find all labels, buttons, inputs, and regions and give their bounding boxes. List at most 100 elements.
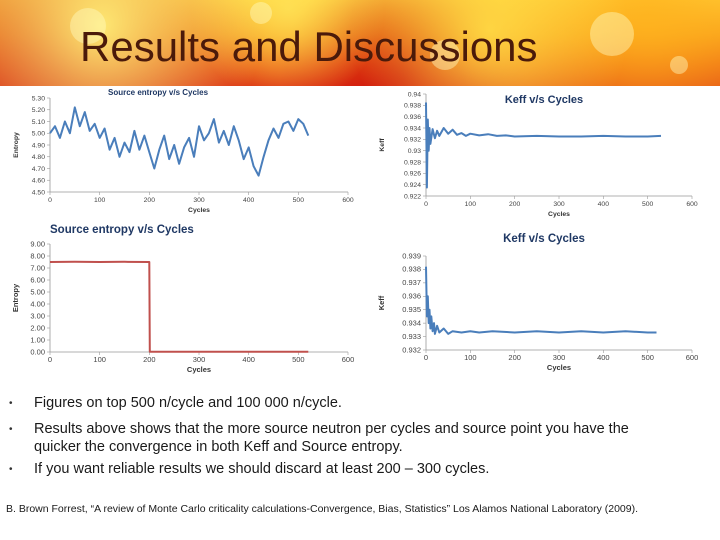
series-line (49, 260, 309, 353)
chart-title: Source entropy v/s Cycles (108, 88, 209, 97)
x-tick-label: 500 (642, 201, 654, 208)
x-tick-label: 600 (342, 355, 355, 364)
y-tick-label: 2.00 (30, 323, 45, 332)
y-tick-label: 5.10 (32, 119, 45, 126)
x-axis-label: Cycles (548, 211, 570, 218)
chart-title: Keff v/s Cycles (505, 94, 583, 106)
y-tick-label: 0.938 (402, 265, 421, 274)
series-line (425, 102, 662, 189)
y-tick-label: 8.00 (30, 251, 45, 260)
x-tick-label: 100 (464, 353, 477, 362)
bullet-marker: • (9, 398, 13, 409)
x-tick-label: 100 (94, 197, 106, 204)
x-tick-label: 400 (242, 355, 255, 364)
y-tick-label: 4.80 (32, 154, 45, 161)
bullet-text: Figures on top 500 n/cycle and 100 000 n… (34, 395, 342, 411)
y-tick-label: 0.937 (402, 278, 421, 287)
title-banner: Results and Discussions (0, 0, 720, 86)
y-tick-label: 5.30 (32, 95, 45, 102)
x-tick-label: 500 (292, 355, 305, 364)
x-tick-label: 100 (465, 201, 477, 208)
y-tick-label: 0.935 (402, 305, 421, 314)
y-axis-label: Keff (379, 138, 386, 152)
y-tick-label: 4.90 (32, 142, 45, 149)
x-tick-label: 500 (641, 353, 654, 362)
citation: B. Brown Forrest, “A review of Monte Car… (6, 503, 639, 515)
chart-entropy-500: Source entropy v/s Cycles 4.50 4.60 4.70 4.8… (6, 86, 368, 218)
chart-title: Keff v/s Cycles (503, 233, 585, 245)
y-tick-label: 4.00 (30, 299, 45, 308)
chart-entropy-100000: Source entropy v/s Cycles 0.00 1.00 2.00 3.0… (6, 220, 368, 380)
y-tick-label: 5.20 (32, 107, 45, 114)
x-tick-label: 300 (193, 197, 205, 204)
x-axis-label: Cycles (187, 365, 211, 374)
x-tick-label: 400 (597, 353, 610, 362)
chart-svg: Source entropy v/s Cycles 4.50 4.60 4.70 4.8… (13, 88, 354, 214)
y-axis-label: Keff (377, 295, 386, 310)
x-tick-label: 500 (293, 197, 305, 204)
bullet-text: If you want reliable results we should d… (34, 461, 490, 477)
bullet-text-continued: quicker the convergence in both Keff and… (34, 439, 403, 455)
decorative-bubble (70, 8, 106, 44)
y-tick-label: 0.932 (402, 345, 421, 354)
y-tick-label: 0.936 (404, 114, 421, 121)
y-tick-label: 0.926 (404, 171, 421, 178)
y-tick-label: 7.00 (30, 263, 45, 272)
x-tick-label: 300 (553, 201, 565, 208)
x-tick-label: 200 (143, 355, 156, 364)
chart-svg: Keff v/s Cycles 0.932 0.933 0.934 0.935 0.936… (377, 233, 698, 372)
y-tick-label: 0.922 (404, 193, 421, 200)
x-tick-label: 0 (48, 197, 52, 204)
y-tick-label: 0.932 (404, 137, 421, 144)
y-tick-label: 0.93 (408, 148, 421, 155)
y-tick-label: 0.928 (404, 159, 421, 166)
chart-keff-100000: Keff v/s Cycles 0.932 0.933 0.934 0.935 0.936… (372, 220, 718, 380)
chart-svg: Keff v/s Cycles 0.922 0.924 0.926 0.928 0.93 0… (379, 91, 698, 218)
x-tick-label: 300 (553, 353, 566, 362)
y-tick-label: 0.924 (404, 182, 421, 189)
bullet-marker: • (9, 424, 13, 435)
decorative-bubble (250, 2, 272, 24)
series-line (425, 266, 657, 335)
slide-title: Results and Discussions (80, 23, 538, 70)
x-tick-label: 0 (424, 201, 428, 208)
y-tick-label: 0.936 (402, 292, 421, 301)
y-tick-label: 0.938 (404, 103, 421, 110)
y-tick-label: 0.934 (404, 125, 421, 132)
y-tick-label: 0.94 (408, 91, 421, 98)
x-tick-label: 200 (508, 353, 521, 362)
y-tick-label: 5.00 (32, 131, 45, 138)
x-tick-label: 300 (193, 355, 206, 364)
decorative-bubble (670, 56, 688, 74)
y-axis-label: Entropy (11, 283, 20, 312)
x-tick-label: 600 (342, 197, 354, 204)
x-tick-label: 0 (424, 353, 428, 362)
x-tick-label: 200 (509, 201, 521, 208)
x-tick-label: 100 (93, 355, 106, 364)
y-tick-label: 4.60 (32, 178, 45, 185)
y-tick-label: 0.933 (402, 332, 421, 341)
bullet-text: Results above shows that the more source… (34, 421, 629, 437)
y-tick-label: 0.934 (402, 318, 421, 327)
x-tick-label: 600 (686, 201, 698, 208)
x-axis-label: Cycles (188, 207, 210, 214)
decorative-bubble (430, 40, 460, 70)
y-tick-label: 0.939 (402, 251, 421, 260)
x-tick-label: 400 (598, 201, 610, 208)
y-axis-label: Entropy (13, 132, 20, 158)
bullet-marker: • (9, 464, 13, 475)
y-tick-label: 5.00 (30, 287, 45, 296)
y-tick-label: 1.00 (30, 335, 45, 344)
y-tick-label: 4.50 (32, 189, 45, 196)
chart-title: Source entropy v/s Cycles (50, 224, 194, 236)
chart-keff-500: Keff v/s Cycles 0.922 0.924 0.926 0.928 0.93 0… (372, 86, 718, 218)
x-tick-label: 200 (144, 197, 156, 204)
y-tick-label: 3.00 (30, 311, 45, 320)
y-tick-label: 6.00 (30, 275, 45, 284)
x-tick-label: 400 (243, 197, 255, 204)
chart-svg: Source entropy v/s Cycles 0.00 1.00 2.00 3.0… (11, 224, 355, 374)
decorative-bubble (590, 12, 634, 56)
series-line (49, 106, 310, 177)
x-axis-label: Cycles (547, 363, 571, 372)
x-tick-label: 0 (48, 355, 52, 364)
